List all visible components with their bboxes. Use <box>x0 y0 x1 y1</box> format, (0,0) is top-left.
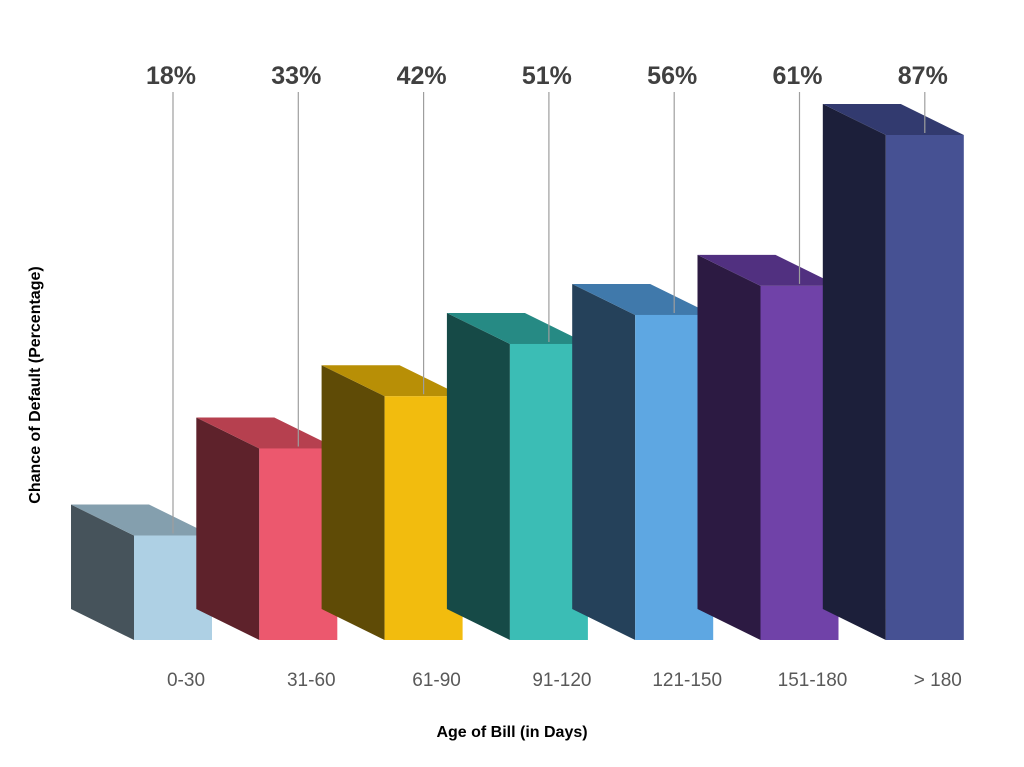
data-label: 56% <box>647 62 697 90</box>
bar-> 180 <box>822 104 964 640</box>
x-tick-labels-layer: 0-30 31-60 61-90 91-120 121-150 151-180 > 180 <box>167 670 962 691</box>
bar-top-face <box>572 283 714 315</box>
data-label: 33% <box>271 62 321 90</box>
y-axis-title: Chance of Default (Percentage) <box>27 266 44 503</box>
data-label: 42% <box>397 62 447 90</box>
bar-side-face <box>572 283 636 640</box>
bar-91-120 <box>446 312 588 640</box>
bar-121-150 <box>572 283 714 640</box>
data-label: 51% <box>522 62 572 90</box>
data-label: 87% <box>898 62 948 90</box>
x-tick-label: 151-180 <box>778 670 848 691</box>
leader-lines-layer <box>172 92 926 534</box>
x-tick-label: > 180 <box>914 670 962 691</box>
value-labels-layer: 18% 33% 42% 51% 56% 61% 87% <box>146 62 948 90</box>
x-tick-label: 31-60 <box>287 670 336 691</box>
bar-side-face <box>822 104 886 640</box>
bar-top-face <box>822 104 964 135</box>
x-tick-label: 61-90 <box>412 670 461 691</box>
bar-side-face <box>196 417 260 640</box>
bar-side-face <box>697 254 761 640</box>
bar-top-face <box>697 254 839 286</box>
data-label: 61% <box>772 62 822 90</box>
bar-side-face <box>446 312 510 640</box>
bar-top-face <box>446 312 588 344</box>
bar-61-90 <box>321 365 463 640</box>
bar-side-face <box>71 504 134 640</box>
bar-top-face <box>71 504 212 536</box>
bar-side-face <box>321 365 385 640</box>
bar-31-60 <box>196 417 338 640</box>
bars-layer <box>71 104 964 640</box>
x-tick-label: 121-150 <box>652 670 722 691</box>
data-label: 18% <box>146 62 196 90</box>
bar-front-face <box>885 135 964 640</box>
bar-top-face <box>321 365 463 397</box>
bar-151-180 <box>697 254 839 640</box>
x-tick-label: 91-120 <box>532 670 591 691</box>
bar-0-30 <box>71 504 212 640</box>
x-tick-label: 0-30 <box>167 670 205 691</box>
x-axis-title: Age of Bill (in Days) <box>436 724 587 741</box>
bar-top-face <box>196 417 338 449</box>
